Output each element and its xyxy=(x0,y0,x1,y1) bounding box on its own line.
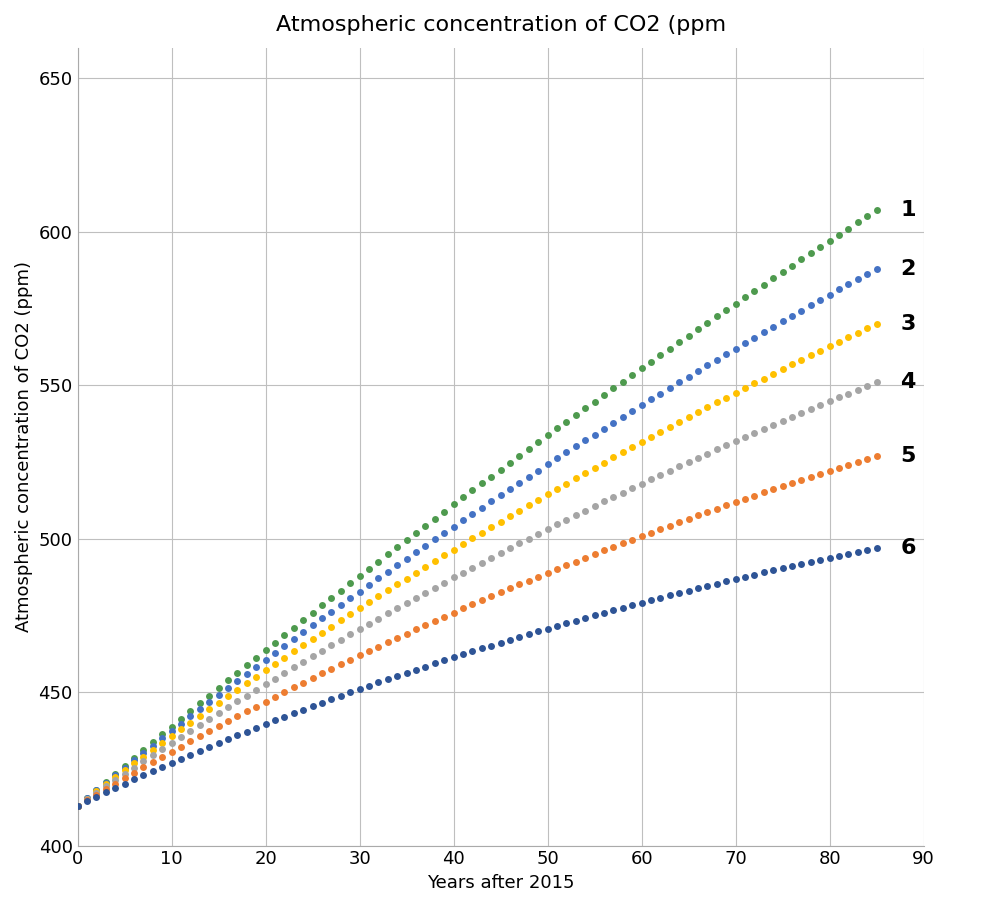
Title: Atmospheric concentration of CO2 (ppm: Atmospheric concentration of CO2 (ppm xyxy=(276,15,726,35)
Text: 6: 6 xyxy=(900,538,916,558)
Y-axis label: Atmospheric concentration of CO2 (ppm): Atmospheric concentration of CO2 (ppm) xyxy=(15,261,33,632)
Text: 3: 3 xyxy=(900,314,916,334)
Text: 1: 1 xyxy=(900,200,916,220)
Text: 4: 4 xyxy=(900,372,916,392)
Text: 5: 5 xyxy=(900,446,916,466)
Text: 2: 2 xyxy=(900,258,916,278)
X-axis label: Years after 2015: Years after 2015 xyxy=(427,874,574,892)
